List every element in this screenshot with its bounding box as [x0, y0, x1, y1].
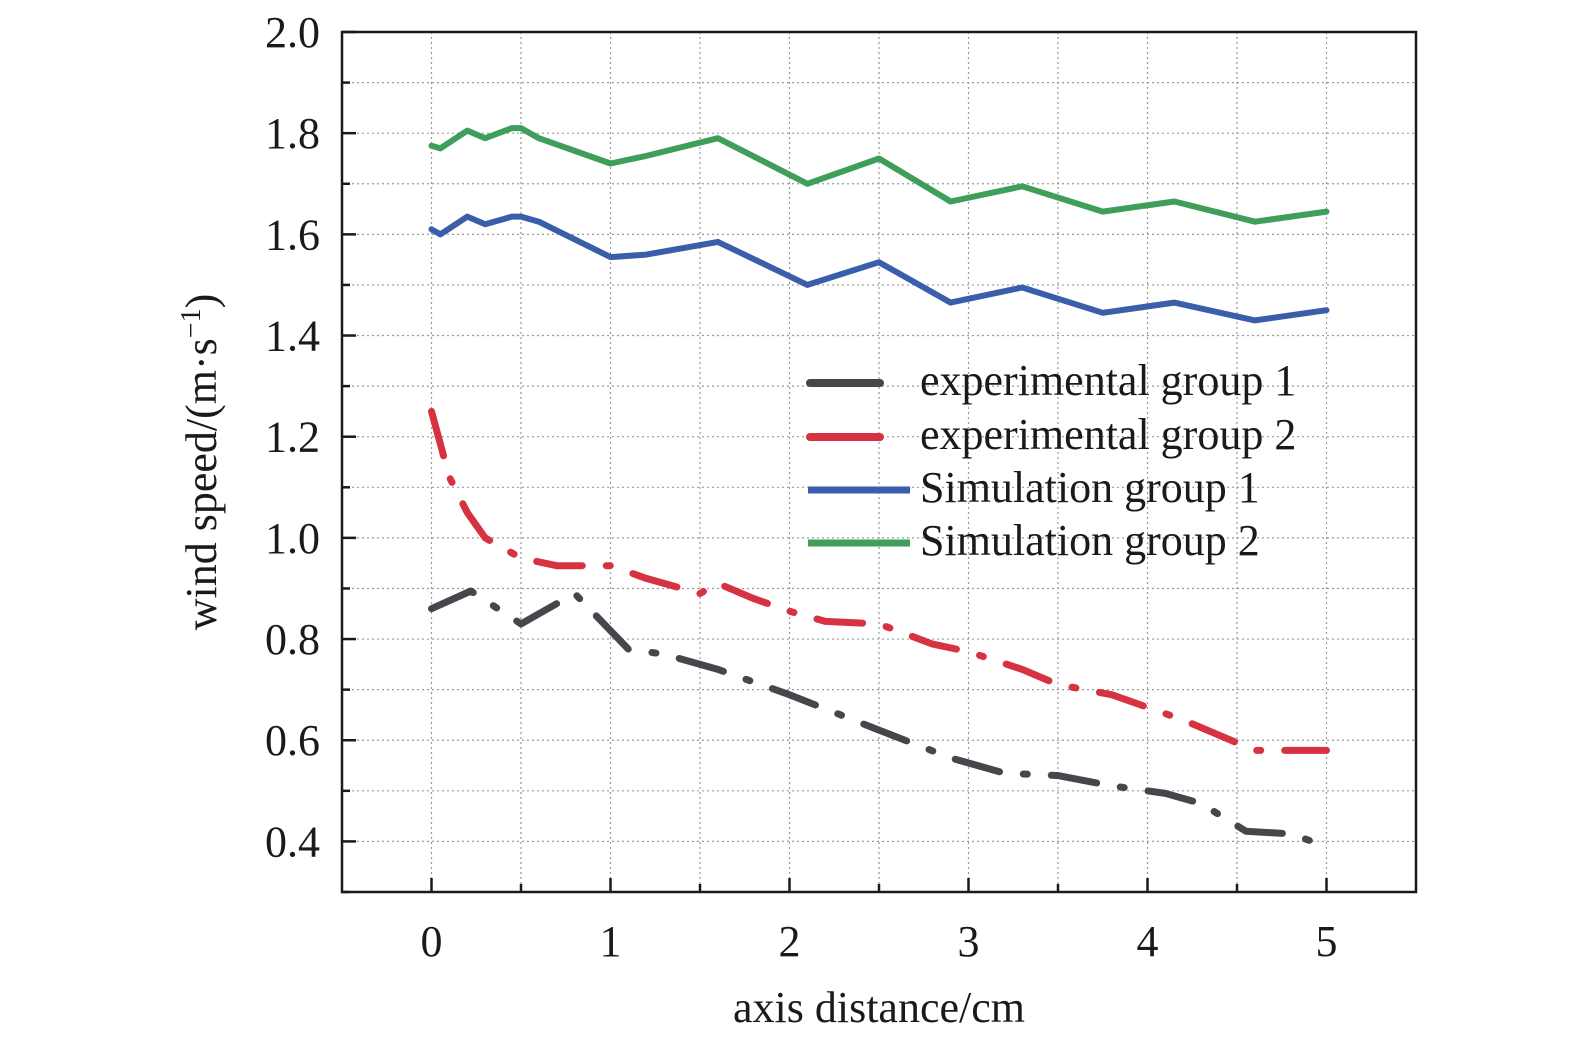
x-tick-label: 4	[1137, 917, 1159, 966]
y-tick-label: 1.2	[265, 413, 320, 462]
y-tick-label: 1.0	[265, 514, 320, 563]
series-line-2	[428, 407, 1330, 754]
y-axis-title: wind speed/(m·s−1)	[176, 294, 226, 631]
axis-ticks: 0 1 2 3 4 5 0.4 0.6 0.8 1.0 1.2 1.4 1.6 1.8 2.0	[265, 8, 1338, 966]
series-lines	[428, 125, 1330, 850]
y-tick-label: 0.6	[265, 716, 320, 765]
y-axis-title-superscript: −1	[176, 308, 207, 338]
x-tick-label: 2	[779, 917, 801, 966]
legend-label-exp2: experimental group 2	[920, 410, 1296, 459]
y-tick-label: 0.8	[265, 615, 320, 664]
legend-label-sim1: Simulation group 1	[920, 463, 1260, 512]
y-axis-title-close: )	[177, 294, 226, 309]
series-line-3	[428, 213, 1330, 324]
x-tick-label: 3	[958, 917, 980, 966]
legend: experimental group 1 experimental group …	[806, 356, 1296, 565]
legend-label-sim2: Simulation group 2	[920, 516, 1260, 565]
y-tick-label: 1.8	[265, 109, 320, 158]
y-tick-label: 1.4	[265, 312, 320, 361]
x-tick-label: 5	[1316, 917, 1338, 966]
x-axis-title: axis distance/cm	[733, 983, 1025, 1032]
y-tick-label: 0.4	[265, 817, 320, 866]
x-tick-label: 1	[600, 917, 622, 966]
y-tick-label: 1.6	[265, 210, 320, 259]
y-axis-title-main: wind speed/(m·s	[177, 338, 226, 630]
x-tick-label: 0	[421, 917, 443, 966]
series-line-4	[428, 125, 1330, 225]
legend-label-exp1: experimental group 1	[920, 356, 1296, 405]
y-tick-label: 2.0	[265, 8, 320, 57]
